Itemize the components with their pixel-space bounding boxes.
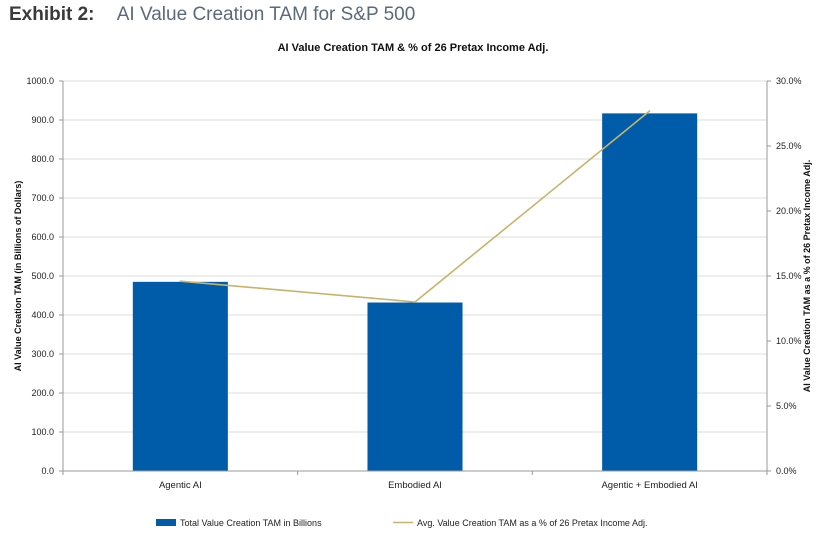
right-axis-ticks: 0.0% 5.0% 10.0% 15.0% 20.0% 25.0% 30.0% [767, 76, 802, 476]
left-tick-label: 600.0 [31, 232, 54, 242]
right-tick-label: 30.0% [776, 76, 802, 86]
bar-1 [132, 281, 228, 471]
left-tick-label: 500.0 [31, 271, 54, 281]
chart-title: AI Value Creation TAM & % of 26 Pretax I… [278, 42, 549, 54]
legend-line-label: Avg. Value Creation TAM as a % of 26 Pre… [417, 518, 647, 528]
bar-2 [367, 302, 463, 471]
exhibit-heading: Exhibit 2: AI Value Creation TAM for S&P… [9, 4, 415, 26]
right-tick-label: 0.0% [776, 466, 797, 476]
pct-line [180, 110, 651, 303]
exhibit-label: Exhibit 2: [9, 4, 95, 25]
line-series [179, 110, 651, 303]
category-label: Agentic AI [159, 480, 202, 491]
category-label: Embodied AI [388, 480, 442, 491]
y2-axis-label: AI Value Creation TAM as a % of 26 Preta… [802, 160, 812, 393]
pct-point-1 [179, 280, 182, 283]
pct-point-3 [648, 110, 651, 112]
pct-point-2 [414, 301, 416, 303]
right-tick-label: 5.0% [776, 401, 797, 411]
y-axis-label: AI Value Creation TAM (in Billions of Do… [13, 181, 23, 372]
legend-bar-label: Total Value Creation TAM in Billions [180, 518, 322, 528]
left-tick-label: 0.0 [41, 466, 54, 476]
left-tick-label: 300.0 [31, 349, 54, 359]
left-tick-label: 100.0 [31, 427, 54, 437]
left-tick-label: 800.0 [31, 154, 54, 164]
left-tick-label: 1000.0 [26, 76, 54, 86]
right-tick-label: 10.0% [776, 336, 802, 346]
left-tick-label: 700.0 [31, 193, 54, 203]
left-tick-label: 400.0 [31, 310, 54, 320]
legend: Total Value Creation TAM in Billions Avg… [156, 518, 647, 528]
right-tick-label: 25.0% [776, 141, 802, 151]
left-tick-label: 200.0 [31, 388, 54, 398]
right-tick-label: 15.0% [776, 271, 802, 281]
left-tick-label: 900.0 [31, 115, 54, 125]
left-axis-ticks: 0.0 100.0 200.0 300.0 400.0 500.0 600.0 700.0 80… [26, 76, 63, 476]
right-tick-label: 20.0% [776, 206, 802, 216]
bar-series [132, 113, 698, 472]
category-labels: Agentic AI Embodied AI Agentic + Embodied … [159, 480, 698, 491]
exhibit-title: AI Value Creation TAM for S&P 500 [116, 4, 416, 25]
legend-bar-swatch [156, 519, 176, 526]
category-label: Agentic + Embodied AI [601, 480, 697, 491]
bar-3 [602, 113, 698, 472]
